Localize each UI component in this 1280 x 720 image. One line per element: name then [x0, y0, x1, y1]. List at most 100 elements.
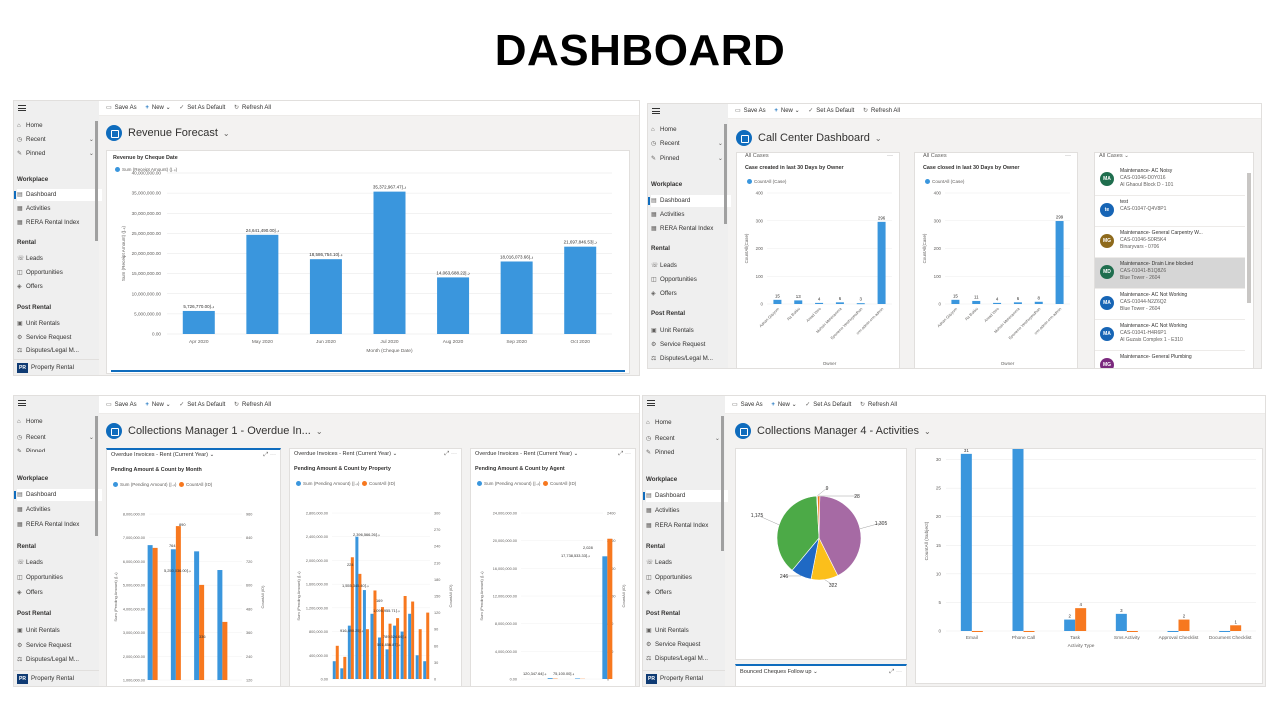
tab-all-cases[interactable]: All Cases ⌄	[1099, 153, 1129, 159]
expand-icon[interactable]: ⤢ ⋯	[444, 451, 457, 457]
nav-service-request[interactable]: ⚙ Service Request	[651, 339, 731, 351]
nav-home[interactable]: ⌂ Home	[17, 120, 102, 132]
list-item[interactable]: MA Maintenance- AC Not Working CAS-01041-H…	[1095, 320, 1245, 351]
more-icon[interactable]: ···	[887, 153, 893, 159]
nav-unit-rentals[interactable]: ▣ Unit Rentals	[17, 625, 102, 637]
list-item[interactable]: MA Maintenance- AC Not Working CAS-01044-N…	[1095, 289, 1245, 320]
list-scrollbar[interactable]	[1247, 173, 1251, 303]
nav-activities[interactable]: ▦ Activities	[646, 505, 728, 517]
panel-scrollbar[interactable]	[111, 370, 625, 372]
nav-opportunities[interactable]: ◫ Opportunities	[646, 572, 728, 584]
nav-activities[interactable]: ▦ Activities	[651, 209, 731, 221]
hamburger-icon[interactable]	[652, 108, 660, 114]
refresh-all-button[interactable]: ↻ Refresh All	[234, 105, 272, 111]
view-selector[interactable]: Overdue Invoices - Rent (Current Year) ⌄	[111, 452, 215, 458]
nav-pinned[interactable]: ✎ Pinned ⌄	[17, 148, 102, 160]
list-item[interactable]: te test CAS-01047-Q4V8P1	[1095, 196, 1245, 227]
nav-offers[interactable]: ◈ Offers	[17, 281, 102, 293]
hamburger-icon[interactable]	[18, 400, 26, 406]
nav-offers[interactable]: ◈ Offers	[17, 587, 102, 599]
save-as-button[interactable]: ▭ Save As	[732, 402, 763, 408]
nav-opportunities[interactable]: ◫ Opportunities	[17, 267, 102, 279]
more-icon[interactable]: ···	[1065, 153, 1071, 159]
nav-unit-rentals[interactable]: ▣ Unit Rentals	[17, 318, 102, 330]
dashboard-selector[interactable]: Revenue Forecast ⌄	[106, 120, 230, 146]
nav-scrollbar[interactable]	[95, 121, 98, 241]
nav-activities[interactable]: ▦ Activities	[17, 504, 102, 516]
nav-rera[interactable]: ▦ RERA Rental Index	[651, 223, 731, 235]
nav-opportunities[interactable]: ◫ Opportunities	[17, 572, 102, 584]
nav-rera[interactable]: ▦ RERA Rental Index	[646, 520, 728, 532]
nav-pinned[interactable]: ✎ Pinned ⌄	[651, 153, 731, 165]
nav-dashboard[interactable]: ▤ Dashboard	[14, 489, 102, 501]
new-button[interactable]: + New ⌄	[145, 105, 171, 111]
nav-service-request[interactable]: ⚙ Service Request	[17, 640, 102, 652]
nav-home[interactable]: ⌂ Home	[646, 417, 728, 429]
new-button[interactable]: + New ⌄	[145, 402, 171, 408]
list-item[interactable]: MA Maintenance- AC Noisy CAS-01046-D0Y016 A…	[1095, 165, 1245, 196]
nav-leads[interactable]: ☏Leads	[646, 557, 728, 569]
nav-recent[interactable]: ◷ Recent ⌄	[651, 138, 731, 150]
nav-offers[interactable]: ◈ Offers	[646, 587, 728, 599]
view-selector[interactable]: Overdue Invoices - Rent (Current Year) ⌄	[475, 451, 579, 457]
save-as-button[interactable]: ▭ Save As	[735, 108, 766, 114]
tab-all-cases[interactable]: All Cases	[745, 153, 769, 159]
expand-icon[interactable]: ⤢ ⋯	[263, 452, 276, 458]
nav-leads[interactable]: ☏Leads	[17, 557, 102, 569]
nav-scrollbar[interactable]	[724, 124, 727, 224]
hamburger-icon[interactable]	[647, 400, 655, 406]
list-item[interactable]: MG Maintenance- General Carpentry W... CAS…	[1095, 227, 1245, 258]
set-default-button[interactable]: ✓ Set As Default	[179, 402, 226, 408]
nav-activities[interactable]: ▦ Activities	[17, 203, 102, 215]
nav-pinned[interactable]: ✎ Pinned	[17, 446, 102, 452]
save-as-button[interactable]: ▭ Save As	[106, 105, 137, 111]
list-item[interactable]: MD Maintenance- Drain Line blocked CAS-010…	[1095, 258, 1245, 289]
new-button[interactable]: + New ⌄	[771, 402, 797, 408]
nav-recent[interactable]: ◷ Recent ⌄	[646, 433, 728, 445]
nav-service-request[interactable]: ⚙ Service Request	[17, 332, 102, 344]
refresh-all-button[interactable]: ↻ Refresh All	[860, 402, 898, 408]
dashboard-selector[interactable]: Call Center Dashboard ⌄	[736, 125, 882, 151]
nav-leads[interactable]: ☏Leads	[651, 260, 731, 272]
refresh-all-button[interactable]: ↻ Refresh All	[863, 108, 901, 114]
nav-leads[interactable]: ☏Leads	[17, 253, 102, 265]
nav-disputes[interactable]: ⚖ Disputes/Legal M...	[651, 353, 731, 365]
view-selector[interactable]: Bounced Cheques Follow up ⌄	[740, 669, 818, 675]
nav-recent[interactable]: ◷ Recent ⌄	[17, 432, 102, 444]
nav-dashboard[interactable]: ▤ Dashboard	[643, 490, 728, 502]
nav-disputes[interactable]: ⚖ Disputes/Legal M...	[17, 345, 102, 357]
nav-unit-rentals[interactable]: ▣ Unit Rentals	[651, 325, 731, 337]
area-switcher[interactable]: PR Property Rental	[643, 670, 725, 686]
nav-dashboard[interactable]: ▤ Dashboard	[648, 195, 731, 207]
expand-icon[interactable]: ⤢ ⋯	[618, 451, 631, 457]
nav-unit-rentals[interactable]: ▣ Unit Rentals	[646, 625, 728, 633]
nav-rera[interactable]: ▦ RERA Rental Index	[17, 217, 102, 229]
nav-offers[interactable]: ◈ Offers	[651, 288, 731, 300]
nav-opportunities[interactable]: ◫ Opportunities	[651, 274, 731, 286]
refresh-all-button[interactable]: ↻ Refresh All	[234, 402, 272, 408]
area-switcher[interactable]: PR Property Rental	[14, 670, 99, 686]
nav-home[interactable]: ⌂ Home	[17, 416, 102, 428]
nav-dashboard[interactable]: ▤ Dashboard	[14, 189, 102, 201]
nav-scrollbar[interactable]	[95, 416, 98, 536]
hamburger-icon[interactable]	[18, 105, 26, 111]
dashboard-selector[interactable]: Collections Manager 4 - Activities ⌄	[735, 418, 931, 444]
nav-pinned[interactable]: ✎ Pinned	[646, 447, 728, 454]
tab-all-cases[interactable]: All Cases	[923, 153, 947, 159]
nav-home[interactable]: ⌂ Home	[651, 124, 731, 136]
list-item[interactable]: MG Maintenance- General Plumbing	[1095, 351, 1245, 368]
set-default-button[interactable]: ✓ Set As Default	[805, 402, 852, 408]
set-default-button[interactable]: ✓ Set As Default	[808, 108, 855, 114]
view-selector[interactable]: Overdue Invoices - Rent (Current Year) ⌄	[294, 451, 398, 457]
dashboard-selector[interactable]: Collections Manager 1 - Overdue In... ⌄	[106, 418, 323, 444]
expand-icon[interactable]: ⤢ ⋯	[889, 669, 902, 675]
nav-scrollbar[interactable]	[721, 416, 724, 551]
set-default-button[interactable]: ✓ Set As Default	[179, 105, 226, 111]
nav-recent[interactable]: ◷ Recent ⌄	[17, 134, 102, 146]
save-as-button[interactable]: ▭ Save As	[106, 402, 137, 408]
area-switcher[interactable]: PR Property Rental	[14, 359, 99, 375]
nav-disputes[interactable]: ⚖ Disputes/Legal M...	[17, 654, 102, 666]
nav-service-request[interactable]: ⚙ Service Request	[646, 639, 728, 651]
new-button[interactable]: + New ⌄	[774, 108, 800, 114]
nav-disputes[interactable]: ⚖ Disputes/Legal M...	[646, 653, 728, 665]
